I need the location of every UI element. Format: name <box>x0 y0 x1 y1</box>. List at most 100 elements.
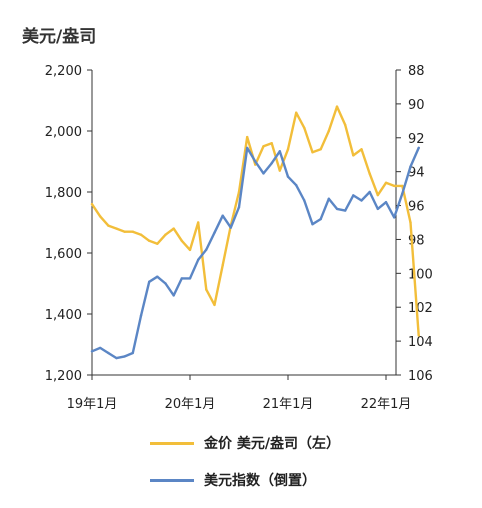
gold-price-point <box>180 239 183 242</box>
legend-swatch-gold <box>150 441 194 445</box>
right-tick-label: 90 <box>408 98 425 113</box>
dollar-index-point <box>278 150 281 153</box>
gold-price-point <box>246 135 249 139</box>
dollar-index-point <box>172 294 175 297</box>
dollar-index-point <box>360 199 363 202</box>
dollar-index-point <box>131 351 134 355</box>
gold-price-point <box>90 203 94 206</box>
dollar-index-point <box>164 282 167 285</box>
gold-price-point <box>270 142 273 145</box>
gold-price-point <box>188 248 192 252</box>
gold-price-point <box>148 239 151 242</box>
dollar-index-point <box>262 172 265 175</box>
dollar-index-point <box>286 175 290 178</box>
gold-price-point <box>335 105 339 108</box>
gold-price-point <box>205 288 208 291</box>
gold-price-point <box>172 227 175 230</box>
gold-price-point <box>115 227 118 230</box>
x-tick-label: 19年1月 <box>67 397 118 412</box>
left-tick-label: 1,200 <box>45 369 82 384</box>
gold-price-point <box>417 334 420 337</box>
legend-swatch-dxy <box>150 478 194 482</box>
gold-price-point <box>384 181 388 184</box>
gold-price-point <box>401 184 404 188</box>
dollar-index-line <box>90 146 420 360</box>
gold-price-point <box>352 154 355 157</box>
dollar-index-point <box>115 356 118 360</box>
left-tick-label: 1,400 <box>45 308 82 323</box>
dollar-index-point <box>311 223 314 226</box>
legend-item-gold: 金价 美元/盎司（左） <box>150 433 340 453</box>
gold-price-point <box>360 148 363 151</box>
gold-price-point <box>213 303 216 307</box>
dollar-index-point <box>123 355 126 358</box>
dollar-index-point <box>295 184 298 187</box>
dollar-index-point <box>319 217 322 221</box>
right-tick-label: 104 <box>408 335 433 350</box>
gold-price-point <box>99 215 102 218</box>
gold-price-point <box>303 126 306 130</box>
chart-title: 美元/盎司 <box>22 27 97 47</box>
dollar-index-point <box>213 231 216 234</box>
gold-price-line <box>90 105 420 337</box>
gold-price-point <box>131 230 134 233</box>
dollar-index-point <box>197 258 200 261</box>
gold-price-point <box>295 111 298 114</box>
gold-price-point <box>311 151 314 154</box>
gold-price-point <box>393 184 396 188</box>
gold-price-point <box>123 230 126 233</box>
gold-price-point <box>319 148 322 151</box>
gold-price-point <box>237 190 241 194</box>
dollar-index-point <box>188 277 192 280</box>
dollar-index-point <box>254 160 257 163</box>
right-tick-label: 92 <box>408 132 425 147</box>
legend-item-dxy: 美元指数（倒置） <box>150 470 316 490</box>
legend-label-dxy: 美元指数（倒置） <box>204 473 316 489</box>
left-tick-label: 1,800 <box>45 186 82 201</box>
dollar-index-point <box>376 207 379 211</box>
dollar-index-point <box>237 206 241 209</box>
gold-price-point <box>156 242 159 245</box>
dollar-index-point <box>393 216 396 219</box>
gold-price-point <box>262 145 265 148</box>
gold-price-point <box>286 148 290 151</box>
gold-price-point <box>221 264 224 267</box>
gold-price-point <box>197 221 200 224</box>
dollar-index-point <box>156 275 159 278</box>
dollar-index-point <box>99 346 102 350</box>
dollar-index-point <box>270 162 273 165</box>
gold-price-point <box>376 193 379 197</box>
left-tick-label: 2,200 <box>45 64 82 79</box>
left-tick-label: 1,600 <box>45 247 82 262</box>
dollar-index-point <box>139 314 143 317</box>
dollar-index-point <box>417 146 420 150</box>
gold-price-point <box>327 129 330 133</box>
dollar-index-point <box>90 350 94 353</box>
gold-price-point <box>409 221 412 224</box>
dollar-index-point <box>205 248 208 251</box>
right-tick-label: 94 <box>408 166 425 181</box>
dollar-index-point <box>352 194 355 197</box>
dollar-index-point <box>327 197 330 200</box>
dollar-index-point <box>246 146 249 150</box>
gold-price-point <box>107 224 110 227</box>
dollar-index-point <box>303 199 306 202</box>
dollar-index-point <box>335 207 339 211</box>
dollar-index-point <box>229 226 232 229</box>
right-tick-label: 102 <box>408 301 433 316</box>
dollar-index-point <box>368 190 371 194</box>
dollar-index-point <box>221 214 224 217</box>
dollar-index-point <box>409 165 412 168</box>
dollar-index-point <box>180 277 183 280</box>
gold-price-point <box>164 233 167 236</box>
gold-price-point <box>139 233 143 236</box>
gold-price-point <box>368 172 371 175</box>
right-tick-label: 96 <box>408 200 425 215</box>
gold-price-point <box>344 123 347 127</box>
gold-price-point <box>278 169 281 172</box>
right-tick-label: 88 <box>408 64 425 79</box>
x-tick-label: 20年1月 <box>165 397 216 412</box>
left-tick-label: 2,000 <box>45 125 82 140</box>
x-tick-label: 21年1月 <box>263 397 314 412</box>
